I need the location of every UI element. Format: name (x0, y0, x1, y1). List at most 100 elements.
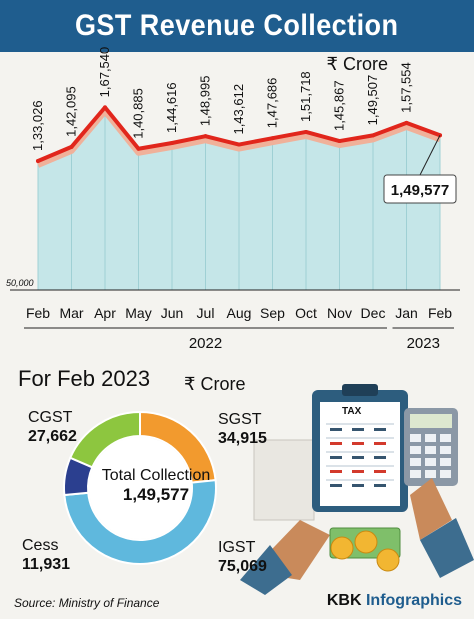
sheet-cell (352, 470, 364, 473)
sgst-value: 34,915 (218, 430, 267, 447)
calculator-display (410, 414, 452, 428)
calculator-key (425, 458, 436, 466)
data-point (136, 146, 141, 151)
clipboard-clip (342, 384, 378, 396)
line-shadow (36, 108, 442, 168)
data-point (103, 105, 107, 110)
calculator-key (410, 434, 421, 442)
data-point (203, 134, 208, 139)
calculator-key (425, 446, 436, 454)
sheet-cell (352, 428, 364, 431)
cgst-value: 27,662 (28, 428, 77, 445)
sgst-label: SGST 34,915 (218, 410, 267, 448)
value-label: 1,49,507 (365, 75, 380, 126)
data-point (270, 136, 275, 141)
y-axis-min-label: 50,000 (6, 278, 34, 288)
cess-name: Cess (22, 537, 59, 554)
year-label: 2023 (407, 335, 440, 352)
tax-text: TAX (342, 406, 362, 417)
calculator-key (440, 470, 451, 478)
sheet-cell (330, 484, 342, 487)
breakdown-unit-label: ₹ Crore (184, 374, 246, 394)
igst-label: IGST 75,069 (218, 538, 267, 576)
calculator-key (410, 458, 421, 466)
x-tick-label: Feb (26, 305, 50, 321)
x-tick-label: Feb (428, 305, 452, 321)
value-label: 1,67,540 (97, 47, 112, 98)
x-tick-label: Sep (260, 305, 285, 321)
donut-center: Total Collection 1,49,577 (96, 466, 216, 504)
data-point (170, 140, 174, 145)
brand-name: KBK (326, 592, 366, 609)
value-label: 1,48,995 (198, 76, 213, 127)
callout-box (383, 174, 457, 204)
sheet-cell (374, 456, 386, 459)
coin-icon (330, 536, 354, 560)
sheet-cell (374, 442, 386, 445)
calculator-key (425, 434, 436, 442)
brand-suffix: Infographics (365, 592, 462, 609)
donut-chart: TAX (63, 384, 474, 595)
donut-hole (89, 437, 191, 539)
right-hand-icon (410, 478, 452, 540)
x-tick-label: Jan (395, 305, 418, 321)
sheet-cell (330, 470, 342, 473)
cess-label: Cess 11,931 (22, 536, 70, 574)
value-label: 1,44,616 (164, 82, 179, 133)
cgst-name: CGST (28, 409, 73, 426)
donut-slice (63, 479, 217, 565)
data-point (237, 142, 241, 147)
calculator-key (425, 470, 436, 478)
cess-value: 11,931 (22, 556, 71, 573)
x-tick-label: Jun (161, 305, 184, 321)
data-point (304, 129, 308, 134)
x-tick-label: Apr (94, 305, 116, 321)
x-tick-label: Aug (227, 305, 252, 321)
x-tick-label: Jul (197, 305, 215, 321)
sheet-cell (352, 484, 364, 487)
value-label: 1,40,885 (131, 88, 146, 139)
breakdown-title: For Feb 2023 (18, 366, 151, 391)
value-label: 1,43,612 (231, 84, 246, 135)
value-label: 1,47,686 (265, 78, 280, 129)
paper-background (253, 439, 315, 521)
sheet-cell (374, 428, 386, 431)
calculator-key (440, 458, 451, 466)
igst-value: 75,069 (218, 558, 267, 575)
calculator-key (410, 470, 421, 478)
value-label: 1,57,554 (399, 62, 414, 113)
x-tick-label: Nov (327, 305, 352, 321)
calculator-key (440, 434, 451, 442)
total-value: 1,49,577 (122, 485, 190, 504)
sheet-cell (352, 442, 364, 445)
left-sleeve (240, 545, 292, 595)
calculator-key (440, 446, 451, 454)
title-banner: GST Revenue Collection (0, 0, 474, 52)
data-point (404, 120, 409, 125)
sheet-cell (374, 484, 386, 487)
x-tick-label: Mar (59, 305, 83, 321)
donut-slice (68, 410, 141, 469)
data-point (36, 158, 40, 163)
tax-illustration: TAX (240, 384, 474, 595)
value-label: 1,51,718 (298, 71, 313, 122)
sheet-cell (330, 456, 342, 459)
line-unit-label: ₹ Crore (326, 54, 388, 74)
calculator-key (410, 446, 421, 454)
sheet-cell (330, 428, 342, 431)
value-label: 1,45,867 (332, 80, 347, 131)
x-tick-label: May (125, 305, 151, 321)
sheet-cell (330, 442, 342, 445)
sheet-cell (374, 470, 386, 473)
callout-value: 1,49,577 (391, 182, 449, 199)
data-point (69, 144, 74, 149)
brand-logo: KBK Infographics (327, 592, 462, 610)
value-label: 1,42,095 (64, 86, 79, 137)
coin-icon (354, 530, 378, 554)
year-label: 2022 (189, 335, 222, 352)
clipboard-sheet (320, 402, 400, 506)
data-point (337, 139, 342, 144)
sgst-name: SGST (218, 411, 262, 428)
chart-title: GST Revenue Collection (75, 9, 399, 42)
sheet-cell (352, 456, 364, 459)
